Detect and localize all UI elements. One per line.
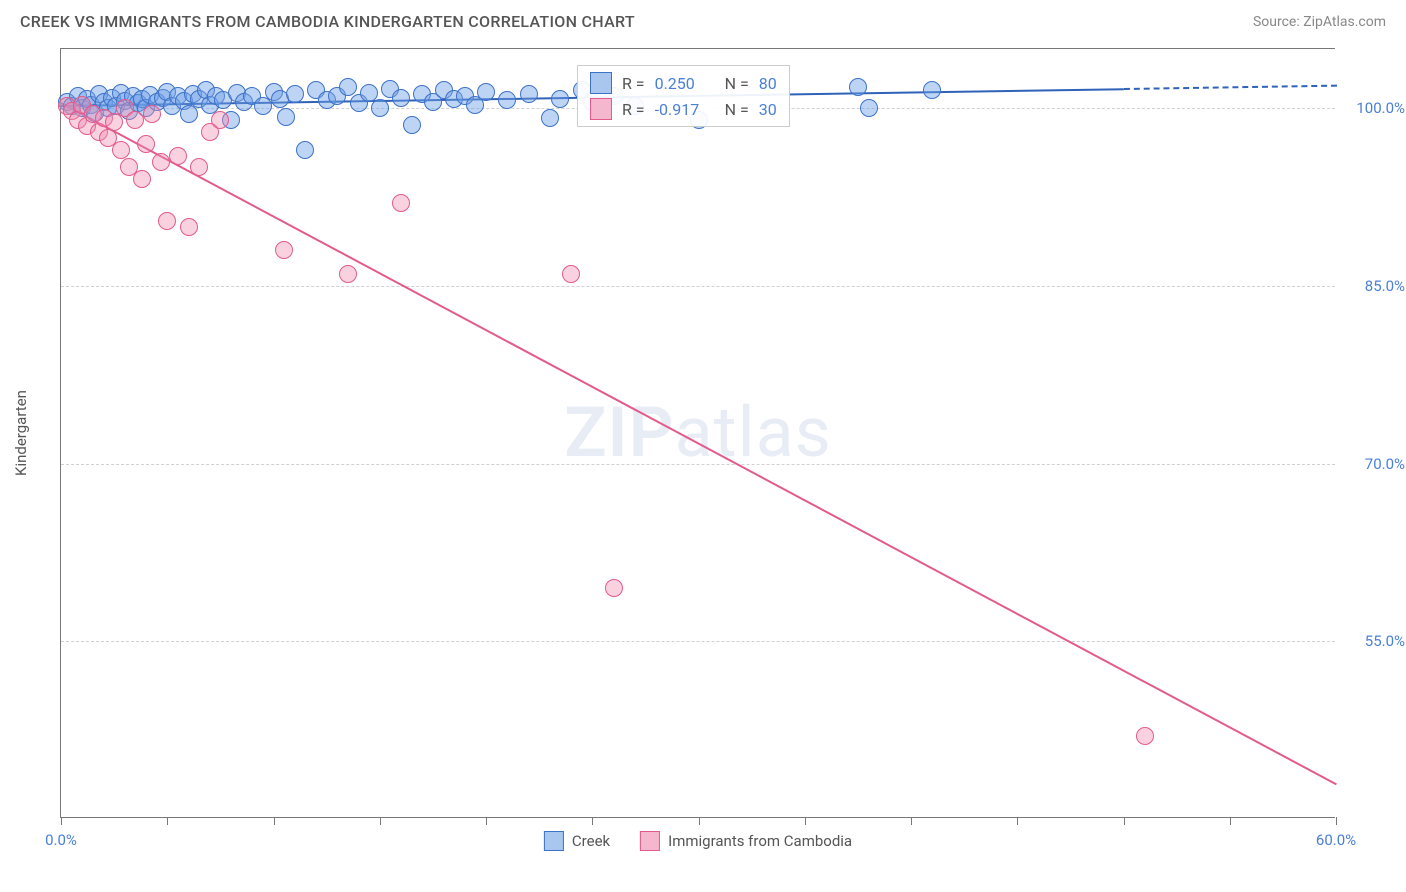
x-tick — [592, 817, 593, 825]
data-point — [562, 265, 580, 283]
x-tick — [1230, 817, 1231, 825]
data-point — [169, 147, 187, 165]
data-point — [477, 83, 495, 101]
data-point — [520, 85, 538, 103]
legend-label: Immigrants from Cambodia — [668, 832, 852, 850]
x-tick — [1017, 817, 1018, 825]
data-point — [158, 212, 176, 230]
data-point — [339, 78, 357, 96]
data-point — [112, 141, 130, 159]
data-point — [275, 241, 293, 259]
chart-title: CREEK VS IMMIGRANTS FROM CAMBODIA KINDER… — [20, 12, 635, 31]
data-point — [541, 109, 559, 127]
data-point — [286, 85, 304, 103]
x-tick — [380, 817, 381, 825]
data-point — [860, 99, 878, 117]
x-tick — [1124, 817, 1125, 825]
legend-swatch — [640, 831, 660, 851]
x-tick — [167, 817, 168, 825]
data-point — [152, 153, 170, 171]
x-tick — [486, 817, 487, 825]
stats-row: R = -0.917 N = 30 — [590, 98, 777, 120]
data-point — [339, 265, 357, 283]
data-point — [392, 194, 410, 212]
data-point — [137, 135, 155, 153]
data-point — [605, 579, 623, 597]
y-tick-label: 85.0% — [1345, 277, 1405, 295]
y-tick-label: 100.0% — [1345, 99, 1405, 117]
data-point — [1136, 727, 1154, 745]
data-point — [551, 90, 569, 108]
correlation-stats-box: R = 0.250 N = 80 R = -0.917 N = 30 — [577, 65, 790, 127]
data-point — [403, 116, 421, 134]
series-swatch — [590, 72, 612, 94]
stats-row: R = 0.250 N = 80 — [590, 72, 777, 94]
x-tick-label: 60.0% — [1316, 831, 1356, 849]
data-point — [498, 91, 516, 109]
scatter-chart: Kindergarten ZIPatlas 100.0%85.0%70.0%55… — [60, 48, 1335, 818]
x-tick — [274, 817, 275, 825]
data-point — [180, 105, 198, 123]
data-point — [923, 81, 941, 99]
data-point — [133, 170, 151, 188]
x-tick — [805, 817, 806, 825]
legend-item: Creek — [544, 831, 610, 851]
legend: Creek Immigrants from Cambodia — [544, 831, 852, 851]
data-point — [211, 111, 229, 129]
data-point — [296, 141, 314, 159]
source-attribution: Source: ZipAtlas.com — [1253, 14, 1386, 30]
trend-line — [1123, 85, 1336, 90]
data-point — [126, 111, 144, 129]
x-tick — [61, 817, 62, 825]
grid-line — [61, 641, 1335, 642]
data-point — [277, 108, 295, 126]
series-swatch — [590, 98, 612, 120]
data-point — [849, 78, 867, 96]
header: CREEK VS IMMIGRANTS FROM CAMBODIA KINDER… — [0, 0, 1406, 39]
grid-line — [61, 464, 1335, 465]
x-tick-label: 0.0% — [45, 831, 77, 849]
legend-item: Immigrants from Cambodia — [640, 831, 852, 851]
x-tick — [699, 817, 700, 825]
data-point — [392, 89, 410, 107]
legend-swatch — [544, 831, 564, 851]
x-tick — [1336, 817, 1337, 825]
x-tick — [911, 817, 912, 825]
grid-line — [61, 286, 1335, 287]
y-axis-label: Kindergarten — [12, 390, 30, 476]
data-point — [180, 218, 198, 236]
data-point — [190, 158, 208, 176]
y-tick-label: 70.0% — [1345, 455, 1405, 473]
data-point — [143, 105, 161, 123]
y-tick-label: 55.0% — [1345, 632, 1405, 650]
watermark: ZIPatlas — [564, 392, 832, 474]
trend-line — [61, 102, 1337, 785]
legend-label: Creek — [572, 832, 610, 850]
data-point — [371, 99, 389, 117]
